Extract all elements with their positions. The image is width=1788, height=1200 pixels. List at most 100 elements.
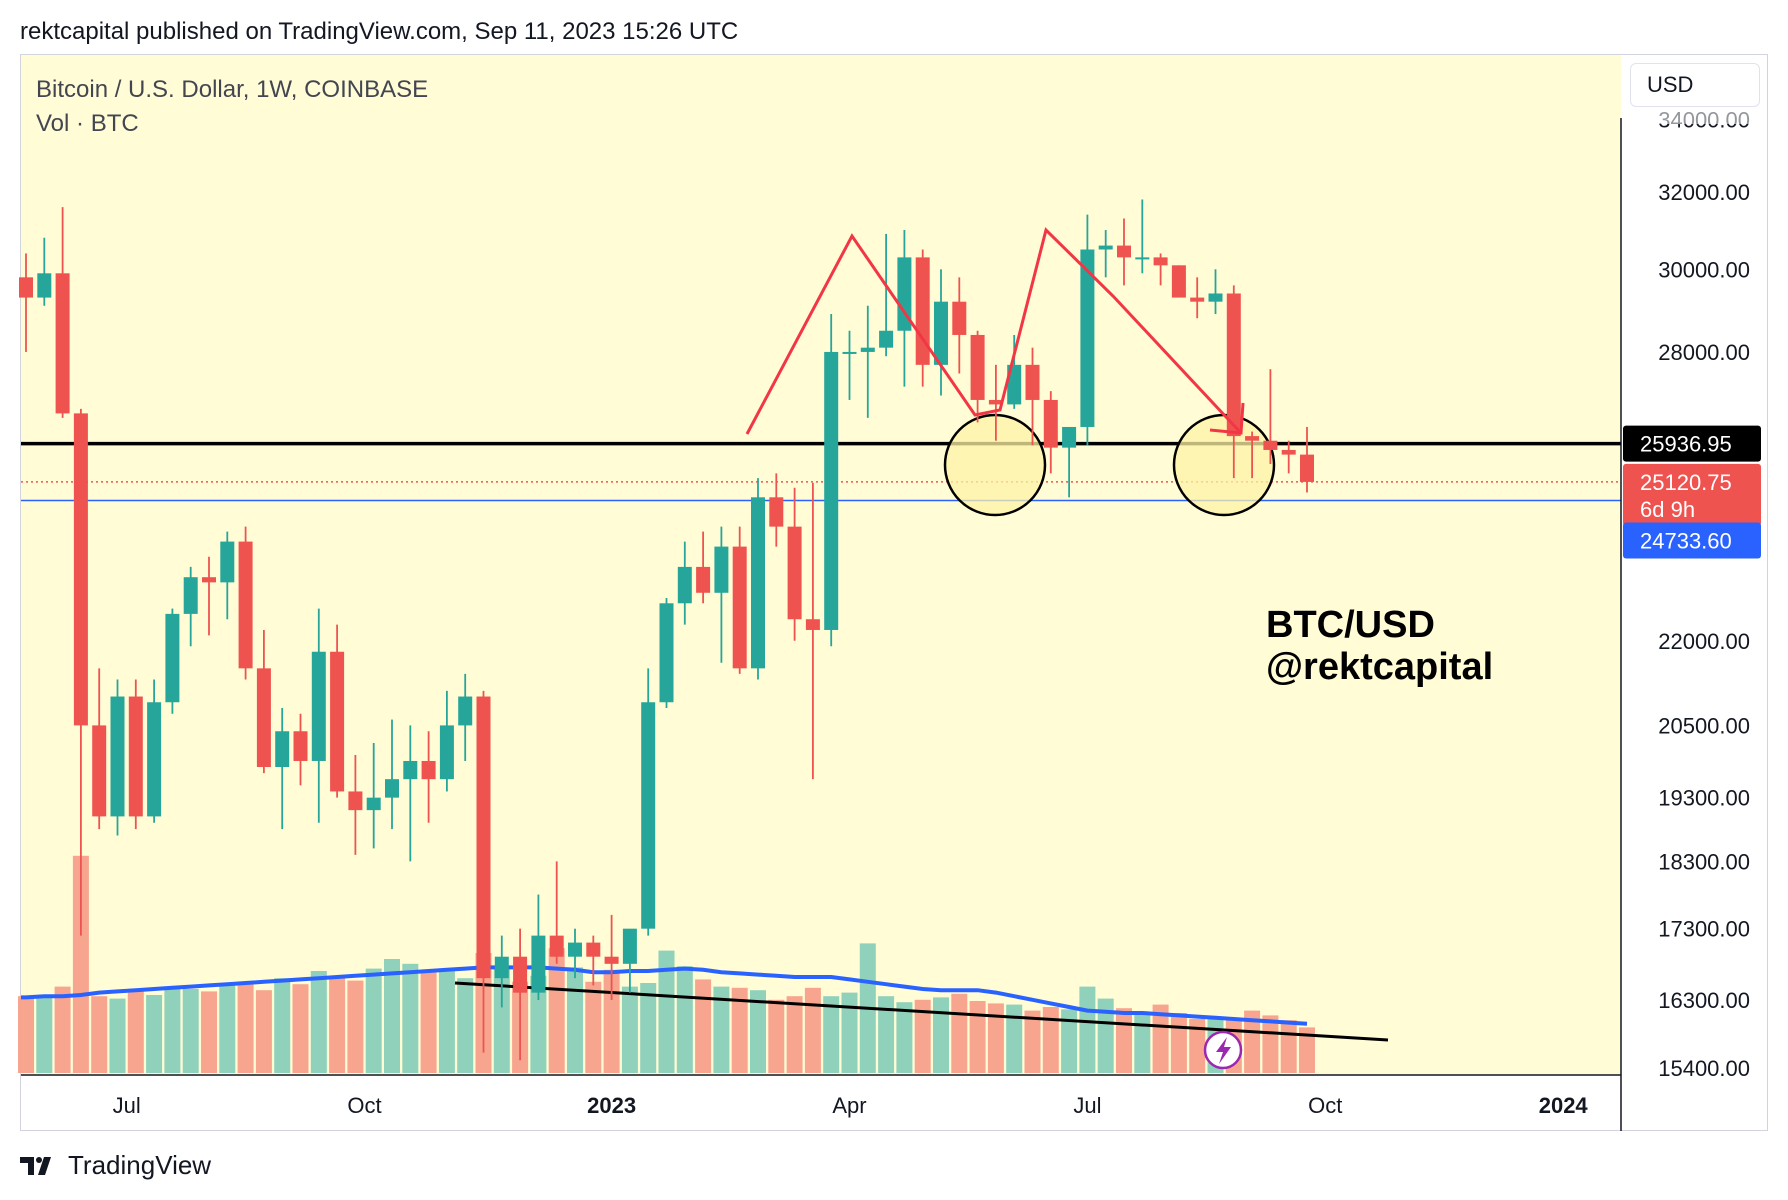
volume-bar (237, 981, 254, 1073)
footer: TradingView (20, 1150, 211, 1181)
countdown-text: 6d 9h (1640, 497, 1695, 522)
price-label-text: 25936.95 (1640, 432, 1732, 457)
price-tick-label: 20500.00 (1658, 713, 1750, 738)
volume-bar (987, 1003, 1004, 1073)
candle (934, 269, 948, 396)
candle (1117, 218, 1131, 286)
volume-bar (219, 983, 236, 1073)
volume-bar (36, 995, 53, 1073)
volume-bar (1097, 998, 1114, 1073)
candle (403, 725, 418, 862)
volume-bar (603, 969, 620, 1073)
volume-bar (457, 978, 474, 1073)
footer-brand: TradingView (68, 1150, 212, 1180)
candle (1226, 285, 1241, 479)
candle (513, 928, 528, 1061)
candle (860, 305, 875, 418)
volume-bar (914, 999, 931, 1073)
volume-bar (384, 959, 400, 1073)
symbol-legend[interactable]: Bitcoin / U.S. Dollar, 1W, COINBASE (36, 76, 429, 103)
candle (55, 207, 70, 418)
price-label-blue: 24733.60 (1623, 522, 1761, 559)
candle (1098, 230, 1113, 278)
volume-bar (347, 980, 364, 1073)
candle (677, 541, 692, 625)
candle (1300, 426, 1314, 493)
candle (897, 230, 912, 387)
volume-bar (292, 984, 309, 1073)
chart-annotation: BTC/USD @rektcapital (1266, 604, 1493, 688)
horizontal-levels (21, 441, 1621, 502)
time-tick-label: Jul (113, 1093, 141, 1118)
candle (147, 679, 162, 823)
time-axis: Jul Oct 2023 Apr Jul Oct 2024 (113, 1093, 1589, 1118)
currency-button[interactable]: USD (1630, 63, 1760, 107)
volume-bar (1299, 1027, 1315, 1073)
candle (220, 531, 235, 620)
volume-bar (1079, 986, 1096, 1073)
volume-bar (329, 975, 346, 1073)
candle (73, 408, 88, 936)
candle (238, 526, 253, 680)
candle (92, 668, 107, 830)
volume-bar (585, 981, 602, 1073)
volume-bar (969, 1001, 986, 1073)
price-tick-label: 18300.00 (1658, 849, 1750, 874)
candle (1025, 347, 1040, 446)
candle (128, 679, 143, 830)
volume-bar (91, 996, 108, 1073)
volume-bar (72, 855, 89, 1073)
candle (988, 364, 1003, 441)
time-tick-label: 2024 (1539, 1093, 1589, 1118)
volume-bar (255, 990, 272, 1073)
candle (952, 277, 967, 374)
volume-bar (640, 983, 657, 1073)
volume-bar (567, 967, 583, 1073)
candle (1208, 269, 1223, 315)
time-tick-label: Jul (1073, 1093, 1101, 1118)
volume-bar (274, 978, 291, 1073)
price-tick-label: 22000.00 (1658, 629, 1750, 654)
volume-bar (438, 971, 455, 1073)
volume-bar (54, 986, 71, 1073)
candle (622, 928, 637, 993)
candle (879, 233, 894, 357)
candle (915, 249, 930, 387)
volume-bar (146, 995, 163, 1073)
volume-bar (1262, 1015, 1279, 1073)
volume-bar (841, 992, 858, 1073)
volume-bar (1134, 1011, 1151, 1073)
candle (311, 608, 326, 823)
candle (1062, 426, 1077, 498)
volume-bar (896, 1002, 913, 1073)
candle (769, 473, 784, 547)
candle (476, 690, 491, 1053)
volume-moving-average (21, 965, 1308, 1026)
candle (275, 707, 290, 830)
volume-bar (1189, 1019, 1206, 1073)
price-tick-label: 19300.00 (1658, 786, 1750, 811)
lightning-icon[interactable] (1203, 1030, 1243, 1070)
volume-bar (951, 993, 968, 1073)
candle (714, 526, 729, 663)
annotation-line-2: @rektcapital (1266, 646, 1494, 688)
pattern-arrow-head (1209, 402, 1245, 435)
volume-legend[interactable]: Vol · BTC (36, 110, 139, 137)
volume-bar (1170, 1013, 1187, 1073)
time-tick-label: Oct (1308, 1093, 1342, 1118)
publish-info: rektcapital published on TradingView.com… (20, 18, 739, 45)
candle (293, 713, 308, 786)
candle (37, 237, 52, 306)
candle (1007, 334, 1022, 409)
candle (568, 928, 582, 979)
candle (641, 668, 656, 936)
candle (348, 754, 363, 855)
time-tick-label: Oct (347, 1093, 381, 1118)
candle (751, 478, 765, 680)
time-tick-label: 2023 (587, 1093, 636, 1118)
candle (1190, 277, 1205, 319)
volume-bar (493, 967, 510, 1073)
candle (385, 719, 399, 830)
